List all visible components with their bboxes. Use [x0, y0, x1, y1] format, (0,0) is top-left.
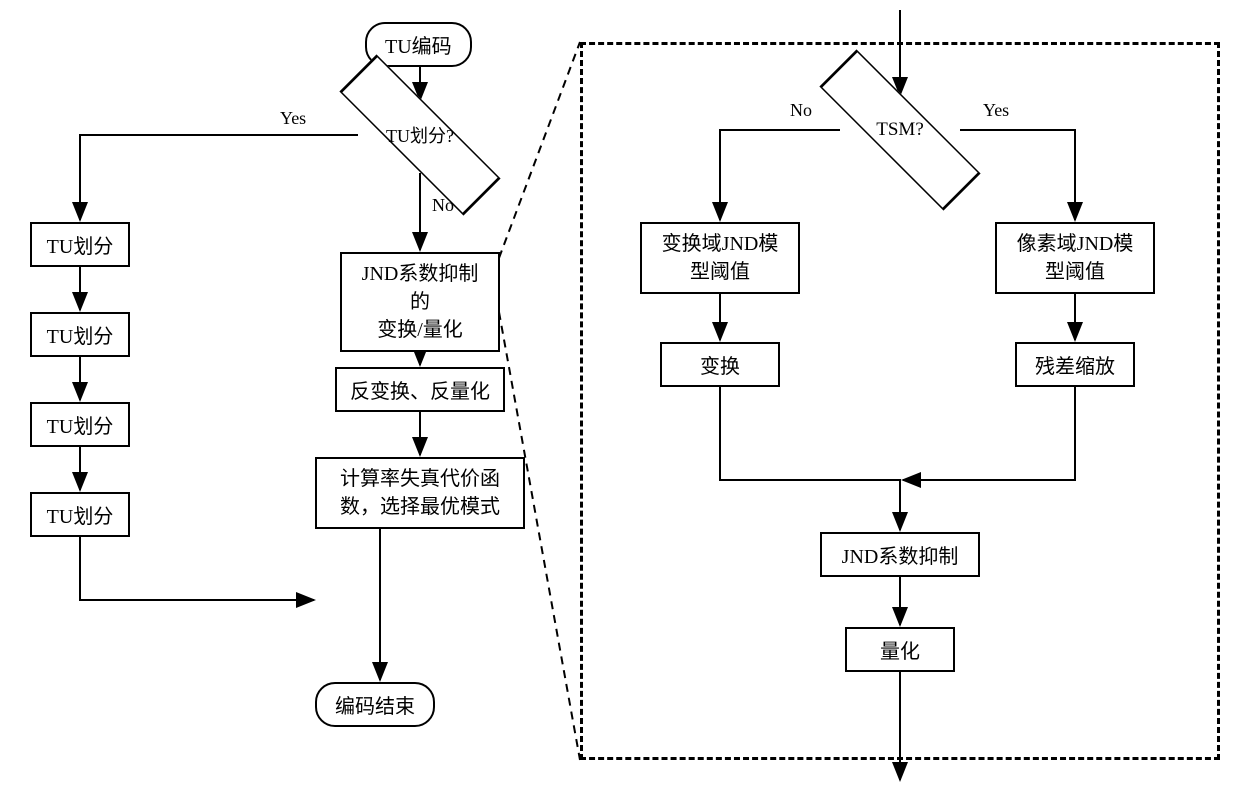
rdo-text: 计算率失真代价函 数，选择最优模式: [340, 465, 500, 521]
transform-text: 变换: [700, 350, 740, 379]
tu-split-1: TU划分: [30, 222, 130, 267]
start-label: TU编码: [385, 30, 452, 59]
tu-split-decision: TU划分?: [355, 100, 485, 170]
end-label: 编码结束: [335, 690, 415, 719]
rdo-box: 计算率失真代价函 数，选择最优模式: [315, 457, 525, 529]
jnd-transform-box: JND系数抑制的 变换/量化: [340, 252, 500, 352]
no-label-left: No: [432, 195, 454, 216]
transform-jnd-text: 变换域JND模 型阈值: [662, 230, 779, 286]
no-label-right: No: [790, 100, 812, 121]
tu-split-2-text: TU划分: [47, 320, 114, 349]
tu-split-4-text: TU划分: [47, 500, 114, 529]
inverse-text: 反变换、反量化: [350, 375, 490, 404]
pixel-jnd-text: 像素域JND模 型阈值: [1017, 230, 1134, 286]
yes-label-left: Yes: [280, 108, 306, 129]
yes-label-right: Yes: [983, 100, 1009, 121]
tu-split-2: TU划分: [30, 312, 130, 357]
jnd-transform-text: JND系数抑制的 变换/量化: [352, 260, 488, 344]
suppress-box: JND系数抑制: [820, 532, 980, 577]
tu-split-text: TU划分?: [386, 122, 454, 148]
pixel-domain-jnd: 像素域JND模 型阈值: [995, 222, 1155, 294]
residual-text: 残差缩放: [1035, 350, 1115, 379]
tu-split-4: TU划分: [30, 492, 130, 537]
transform-domain-jnd: 变换域JND模 型阈值: [640, 222, 800, 294]
quantize-box: 量化: [845, 627, 955, 672]
suppress-text: JND系数抑制: [842, 540, 959, 569]
residual-box: 残差缩放: [1015, 342, 1135, 387]
tu-split-1-text: TU划分: [47, 230, 114, 259]
tu-split-3-text: TU划分: [47, 410, 114, 439]
tu-split-3: TU划分: [30, 402, 130, 447]
inverse-box: 反变换、反量化: [335, 367, 505, 412]
tsm-text: TSM?: [876, 119, 924, 141]
tsm-decision: TSM?: [835, 95, 965, 165]
transform-box: 变换: [660, 342, 780, 387]
quantize-text: 量化: [880, 635, 920, 664]
end-terminal: 编码结束: [315, 682, 435, 727]
